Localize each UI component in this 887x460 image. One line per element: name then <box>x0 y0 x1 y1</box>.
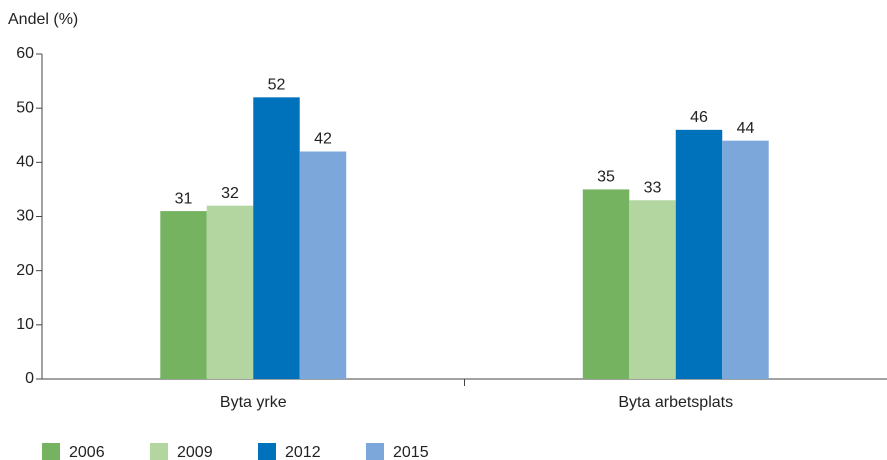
bar <box>206 205 254 379</box>
legend-swatch <box>42 443 60 460</box>
data-label: 33 <box>644 179 662 196</box>
data-label: 32 <box>221 185 239 202</box>
bar <box>582 189 630 379</box>
data-label: 52 <box>268 77 286 94</box>
data-label: 42 <box>314 131 332 148</box>
legend-swatch <box>258 443 276 460</box>
y-tick-label: 40 <box>16 154 34 171</box>
data-label: 35 <box>597 169 615 186</box>
x-tick-label: Byta yrke <box>220 394 287 411</box>
legend-swatch <box>150 443 168 460</box>
bar <box>160 211 207 379</box>
bar <box>629 200 676 379</box>
y-tick-label: 20 <box>16 262 34 279</box>
bar <box>722 140 769 379</box>
y-tick-label: 0 <box>25 370 34 387</box>
bar <box>675 129 723 379</box>
bar <box>253 97 300 379</box>
legend-label: 2009 <box>177 444 213 460</box>
y-tick-label: 10 <box>16 316 34 333</box>
data-label: 46 <box>690 109 708 126</box>
y-tick-label: 30 <box>16 208 34 225</box>
x-tick-label: Byta arbetsplats <box>618 394 733 411</box>
legend-label: 2015 <box>393 444 429 460</box>
y-tick-label: 50 <box>16 99 34 116</box>
legend-label: 2006 <box>69 444 105 460</box>
legend-swatch <box>366 443 384 460</box>
data-label: 31 <box>175 190 193 207</box>
data-label: 44 <box>737 120 755 137</box>
y-tick-label: 60 <box>16 45 34 62</box>
bar <box>299 151 347 379</box>
legend-label: 2012 <box>285 444 321 460</box>
y-axis-label: Andel (%) <box>8 11 78 28</box>
